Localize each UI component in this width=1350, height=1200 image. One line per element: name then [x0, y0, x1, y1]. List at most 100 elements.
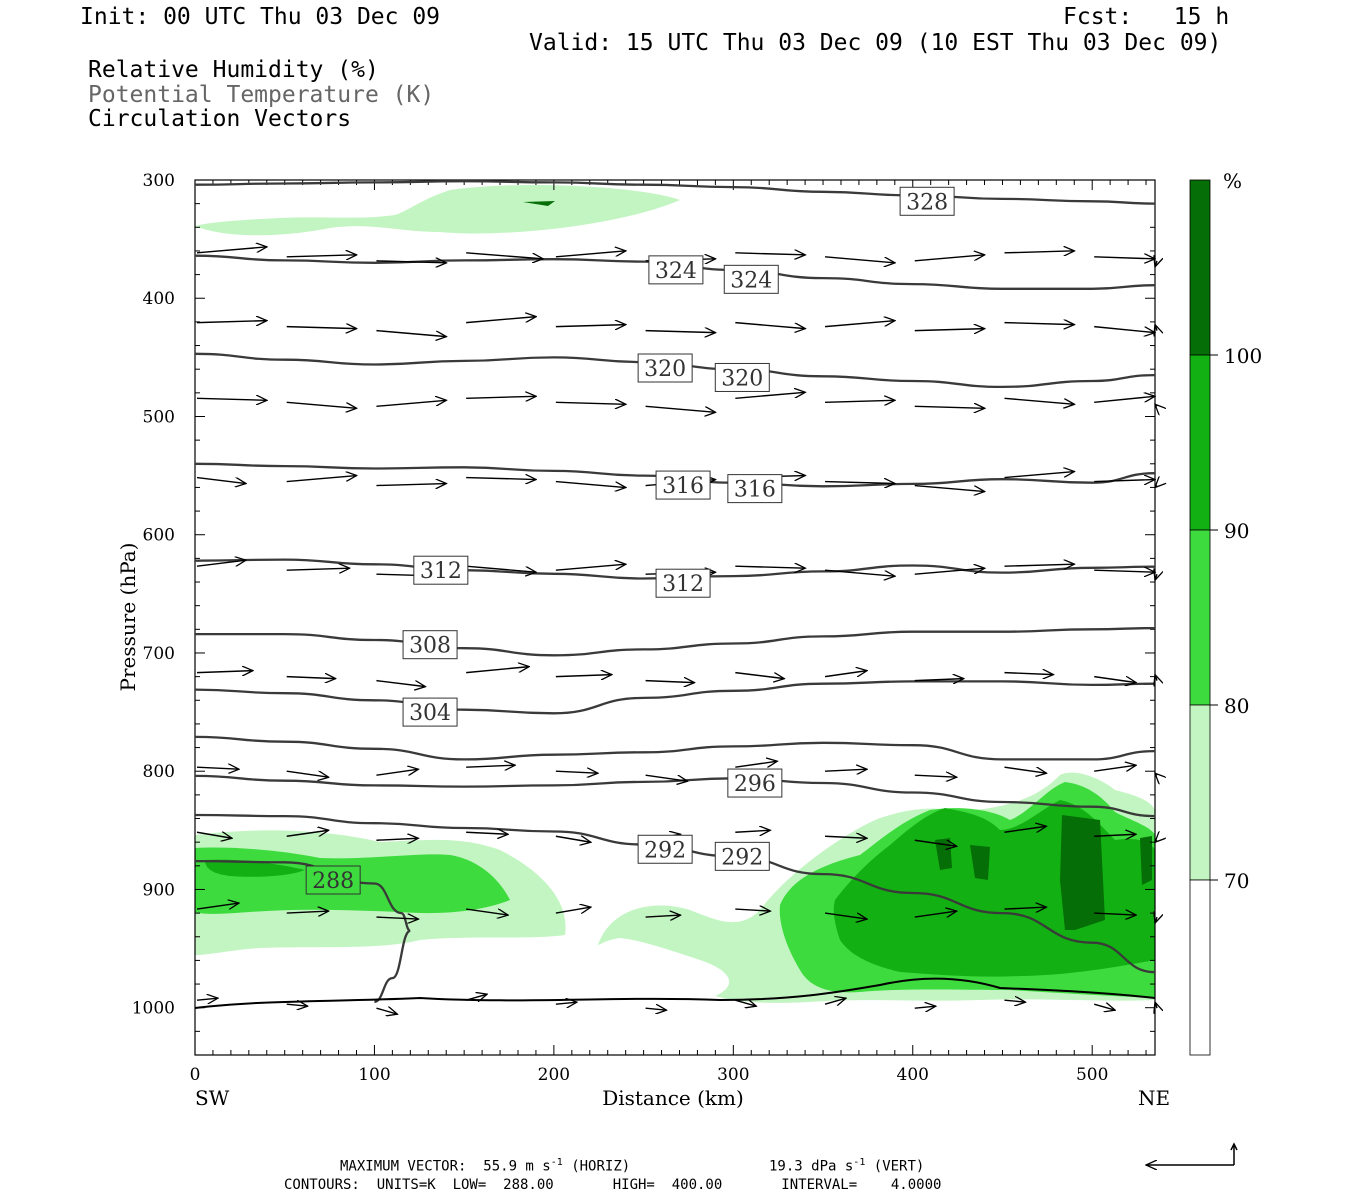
circulation-vector	[555, 836, 591, 842]
circulation-vector	[645, 681, 695, 683]
circulation-vector	[376, 484, 446, 486]
contour-label: 296	[734, 772, 776, 797]
legend-rh: Relative Humidity (%)	[88, 57, 379, 83]
circulation-vector	[914, 911, 957, 918]
circulation-vector	[1004, 907, 1046, 909]
circulation-vector	[1094, 396, 1155, 403]
circulation-vector	[376, 1008, 397, 1014]
contour-label-box	[727, 474, 783, 504]
colorbar-segment	[1189, 529, 1211, 706]
circulation-vector	[1155, 261, 1157, 267]
contour-label: 308	[409, 634, 451, 659]
y-tick-label: 800	[143, 762, 175, 782]
circulation-vector	[645, 405, 716, 412]
circulation-vector	[1094, 325, 1155, 333]
circulation-vector	[466, 478, 536, 480]
circulation-vector	[735, 392, 805, 399]
circulation-vector	[1094, 480, 1155, 482]
y-tick-label: 900	[143, 880, 175, 900]
circulation-vector	[376, 769, 418, 776]
circulation-vector	[824, 671, 867, 678]
contour-info: CONTOURS: UNITS=K LOW= 288.00 HIGH= 400.…	[284, 1177, 942, 1193]
circulation-vector	[1155, 574, 1157, 580]
circulation-vector	[1155, 486, 1157, 488]
contour-label-box	[637, 353, 693, 383]
circulation-vector	[914, 1006, 936, 1008]
circulation-vector	[196, 903, 239, 910]
circulation-vector	[914, 568, 985, 575]
circulation-vector	[824, 912, 867, 919]
circulation-vector	[1094, 765, 1136, 772]
circulation-vector	[466, 765, 515, 767]
x-tick-label: 100	[358, 1065, 390, 1085]
circulation-vector	[824, 569, 895, 576]
valid-time: Valid: 15 UTC Thu 03 Dec 09 (10 EST Thu …	[529, 30, 1222, 56]
circulation-vector	[735, 1000, 756, 1006]
circulation-vector	[1094, 834, 1136, 836]
circulation-vector	[555, 251, 626, 258]
circulation-vector	[555, 480, 626, 488]
circulation-vector	[286, 677, 336, 679]
circulation-vector	[196, 560, 246, 567]
circulation-vector	[824, 998, 846, 1004]
max-vector-info: MAXIMUM VECTOR: 55.9 m s-1 (HORIZ)	[340, 1157, 630, 1175]
contour-label: 304	[409, 701, 451, 726]
circulation-vector	[824, 256, 895, 263]
contour-label-box	[402, 630, 458, 660]
x-axis-title: Distance (km)	[602, 1086, 744, 1110]
x-tick-label: 0	[190, 1065, 201, 1085]
circulation-vector	[1094, 257, 1155, 259]
circulation-vector	[735, 321, 805, 329]
circulation-vector	[286, 327, 357, 329]
circulation-vector	[1004, 323, 1074, 325]
circulation-vector	[196, 321, 267, 323]
circulation-vector	[466, 317, 536, 324]
circulation-vector	[735, 761, 777, 768]
circulation-vector	[376, 400, 446, 407]
plot-frame	[194, 179, 1156, 1056]
circulation-vector	[1004, 673, 1053, 675]
max-vector-vert-info: 19.3 dPa s-1 (VERT)	[769, 1157, 924, 1175]
circulation-vector	[914, 839, 957, 846]
circulation-vector	[196, 767, 239, 769]
colorbar: 100 90 80 70	[1189, 179, 1262, 1056]
circulation-vector	[1155, 840, 1157, 842]
circulation-vector	[555, 564, 626, 571]
contour-label-box	[899, 186, 955, 216]
contour-label: 328	[906, 190, 948, 215]
colorbar-segment	[1189, 354, 1211, 531]
circulation-vector	[1155, 1002, 1157, 1008]
circulation-vector	[645, 915, 681, 917]
rh-shading-100	[523, 201, 1152, 930]
circulation-vector	[376, 261, 446, 263]
y-tick-label: 700	[143, 644, 175, 664]
circulation-vector	[825, 400, 895, 402]
circulation-vector	[286, 770, 329, 777]
circulation-vector	[196, 247, 267, 254]
circulation-vector	[735, 253, 805, 255]
contour-label: 312	[420, 559, 462, 584]
x-tick-labels: 0 100 200 300 400 500	[190, 1065, 1109, 1085]
x-tick-label: 400	[897, 1065, 929, 1085]
contour-label: 288	[312, 869, 354, 894]
theta-contour-288	[194, 859, 411, 1003]
circulation-vector	[914, 484, 985, 492]
legend-theta: Potential Temperature (K)	[88, 82, 435, 108]
circulation-vector	[1155, 404, 1157, 406]
x-tick-label: 200	[538, 1065, 570, 1085]
circulation-vector	[914, 406, 985, 408]
reference-vector	[1146, 1142, 1238, 1165]
circulation-vector	[1004, 1000, 1025, 1002]
contour-label-box	[714, 362, 770, 392]
circulation-vector	[196, 476, 246, 484]
circulation-vector	[914, 775, 957, 777]
y-tick-label: 400	[143, 289, 175, 309]
exp-horiz: -1	[550, 1157, 563, 1168]
colorbar-segment	[1189, 879, 1211, 1056]
theta-contour-304	[194, 680, 1156, 715]
theta-contour-300	[194, 735, 1156, 761]
circulation-vector	[1094, 675, 1136, 683]
circulation-vector	[825, 769, 867, 771]
colorbar-unit: %	[1223, 169, 1242, 193]
